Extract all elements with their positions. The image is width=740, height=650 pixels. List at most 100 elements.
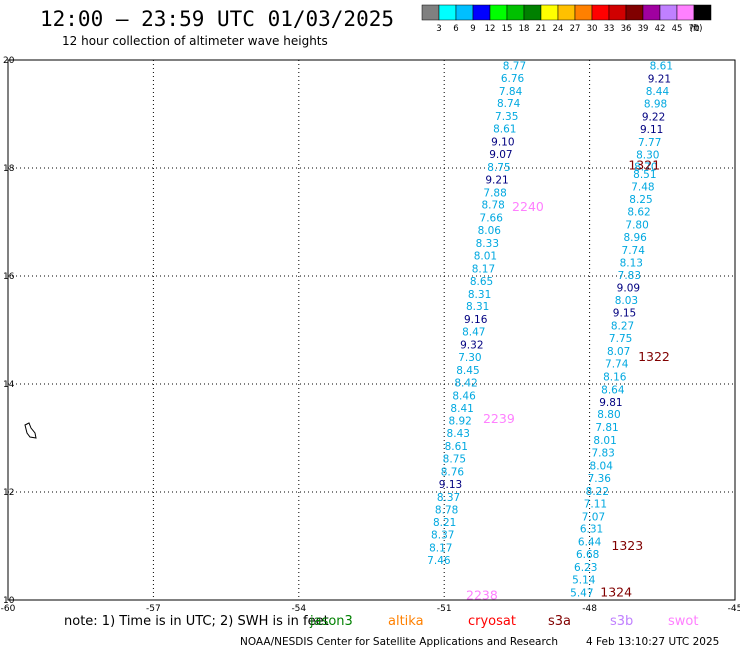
wave-height-point: 9.32 bbox=[460, 340, 483, 352]
wave-height-point: 6.68 bbox=[576, 549, 599, 561]
wave-height-point: 8.61 bbox=[493, 124, 516, 136]
wave-height-point: 9.15 bbox=[613, 308, 636, 320]
wave-height-point: 8.70 bbox=[634, 161, 657, 173]
wave-height-point: 9.81 bbox=[599, 397, 622, 409]
colorbar-swatch bbox=[421, 4, 440, 21]
x-tick-label: -54 bbox=[291, 604, 306, 614]
wave-height-point: 7.07 bbox=[582, 511, 605, 523]
plot-area bbox=[7, 59, 736, 601]
wave-height-point: 9.21 bbox=[648, 73, 671, 85]
wave-height-point: 8.01 bbox=[474, 250, 497, 262]
colorbar-legend: 3 6 9 12 15 18 21 24 27 30 33 36 39 42 45 70(ft) bbox=[421, 4, 712, 34]
wave-height-point: 8.01 bbox=[593, 435, 616, 447]
wave-height-point: 8.37 bbox=[431, 530, 454, 542]
pass-labels: 1321 1322 1323 1324 2240 2239 2238 bbox=[466, 157, 670, 602]
colorbar-swatch bbox=[438, 4, 457, 21]
pass-number-label: 1321 bbox=[628, 157, 660, 172]
wave-height-point: 7.83 bbox=[591, 448, 614, 460]
wave-height-point: 8.61 bbox=[650, 60, 673, 72]
wave-height-point: 8.45 bbox=[456, 365, 479, 377]
wave-height-point: 8.78 bbox=[435, 504, 458, 516]
wave-height-point: 7.66 bbox=[480, 213, 504, 225]
colorbar-swatch bbox=[574, 4, 593, 21]
wave-height-point: 7.80 bbox=[625, 220, 648, 232]
axis-ticks: -60 -57 -54 -51 -48 -45 20 18 16 14 12 10 bbox=[1, 56, 740, 614]
x-tick-label: -48 bbox=[582, 604, 597, 614]
wave-height-point: 8.07 bbox=[607, 346, 630, 358]
colorbar-label: 42 bbox=[655, 24, 666, 34]
wave-height-point: 7.48 bbox=[631, 181, 654, 193]
wave-height-point: 9.09 bbox=[617, 282, 640, 294]
colorbar-swatch bbox=[557, 4, 576, 21]
wave-height-point: 9.16 bbox=[464, 314, 488, 326]
wave-height-point: 8.43 bbox=[447, 428, 470, 440]
wave-height-point: 8.80 bbox=[597, 409, 620, 421]
y-tick-label: 14 bbox=[3, 380, 15, 390]
colorbar-label: 24 bbox=[553, 24, 564, 34]
satellite-legend-item: altika bbox=[388, 614, 424, 629]
wave-height-point: 9.13 bbox=[439, 479, 462, 491]
wave-height-point: 8.33 bbox=[476, 238, 499, 250]
wave-height-point: 7.30 bbox=[458, 352, 481, 364]
x-tick-label: -60 bbox=[1, 604, 16, 614]
colorbar-swatch bbox=[676, 4, 695, 21]
wave-height-point: 8.65 bbox=[470, 276, 493, 288]
wave-height-point: 6.44 bbox=[578, 537, 602, 549]
wave-height-values: 8.619.218.448.989.229.117.778.308.708.51… bbox=[427, 60, 673, 599]
wave-height-point: 8.37 bbox=[437, 492, 460, 504]
colorbar-label: 70 bbox=[689, 24, 700, 34]
wave-height-point: 7.35 bbox=[495, 111, 518, 123]
wave-height-point: 8.17 bbox=[429, 543, 452, 555]
wave-height-point: 8.46 bbox=[452, 390, 476, 402]
colorbar-label: 6 bbox=[453, 24, 458, 34]
wave-height-point: 8.47 bbox=[462, 327, 485, 339]
footer-credit: NOAA/NESDIS Center for Satellite Applica… bbox=[240, 636, 558, 648]
wave-height-point: 8.76 bbox=[441, 466, 465, 478]
wave-height-point: 8.96 bbox=[623, 232, 647, 244]
wave-height-point: 8.17 bbox=[472, 263, 495, 275]
wave-height-point: 9.11 bbox=[640, 124, 663, 136]
satellite-legend: jason3 altika cryosat s3a s3b swot bbox=[309, 614, 698, 629]
wave-height-point: 8.78 bbox=[481, 200, 504, 212]
coastline-island bbox=[24, 422, 37, 439]
wave-height-point: 8.03 bbox=[615, 295, 638, 307]
wave-height-point: 9.07 bbox=[489, 149, 512, 161]
colorbar-label: 33 bbox=[604, 24, 615, 34]
wave-height-point: 8.98 bbox=[644, 99, 667, 111]
pass-number-label: 2239 bbox=[483, 411, 515, 426]
page-title: 12:00 – 23:59 UTC 01/03/2025 bbox=[40, 7, 394, 31]
wave-height-point: 8.41 bbox=[450, 403, 473, 415]
wave-height-point: 8.75 bbox=[487, 162, 510, 174]
wave-height-point: 7.74 bbox=[622, 245, 646, 257]
colorbar-swatch bbox=[625, 4, 644, 21]
wave-height-point: 7.84 bbox=[499, 86, 523, 98]
wave-height-point: 8.06 bbox=[478, 225, 502, 237]
wave-height-point: 8.75 bbox=[443, 454, 466, 466]
wave-height-point: 8.64 bbox=[601, 384, 625, 396]
note-text: note: 1) Time is in UTC; 2) SWH is in fe… bbox=[64, 614, 329, 629]
colorbar-swatch bbox=[523, 4, 542, 21]
pass-number-label: 2238 bbox=[466, 588, 498, 603]
colorbar-label: 12 bbox=[485, 24, 496, 34]
wave-height-point: 8.25 bbox=[629, 194, 652, 206]
wave-height-point: 8.22 bbox=[586, 486, 609, 498]
plot-border bbox=[7, 59, 736, 601]
colorbar-label: 39 bbox=[638, 24, 649, 34]
colorbar-swatch bbox=[506, 4, 525, 21]
wave-height-point: 6.76 bbox=[501, 73, 525, 85]
colorbar-label: 45 bbox=[672, 24, 683, 34]
wave-height-point: 5.47 bbox=[570, 587, 593, 599]
wave-height-point: 8.77 bbox=[503, 60, 526, 72]
wave-height-point: 7.88 bbox=[483, 187, 506, 199]
x-tick-label: -57 bbox=[146, 604, 161, 614]
wave-height-point: 8.51 bbox=[633, 169, 656, 181]
wave-height-point: 9.22 bbox=[642, 112, 665, 124]
wave-height-point: 6.31 bbox=[580, 524, 603, 536]
footer-timestamp: 4 Feb 13:10:27 UTC 2025 bbox=[586, 636, 719, 648]
colorbar-swatch bbox=[455, 4, 474, 21]
colorbar-label: 27 bbox=[570, 24, 581, 34]
wave-height-point: 8.92 bbox=[448, 416, 471, 428]
colorbar-label: 3 bbox=[436, 24, 441, 34]
pass-number-label: 2240 bbox=[512, 199, 544, 214]
